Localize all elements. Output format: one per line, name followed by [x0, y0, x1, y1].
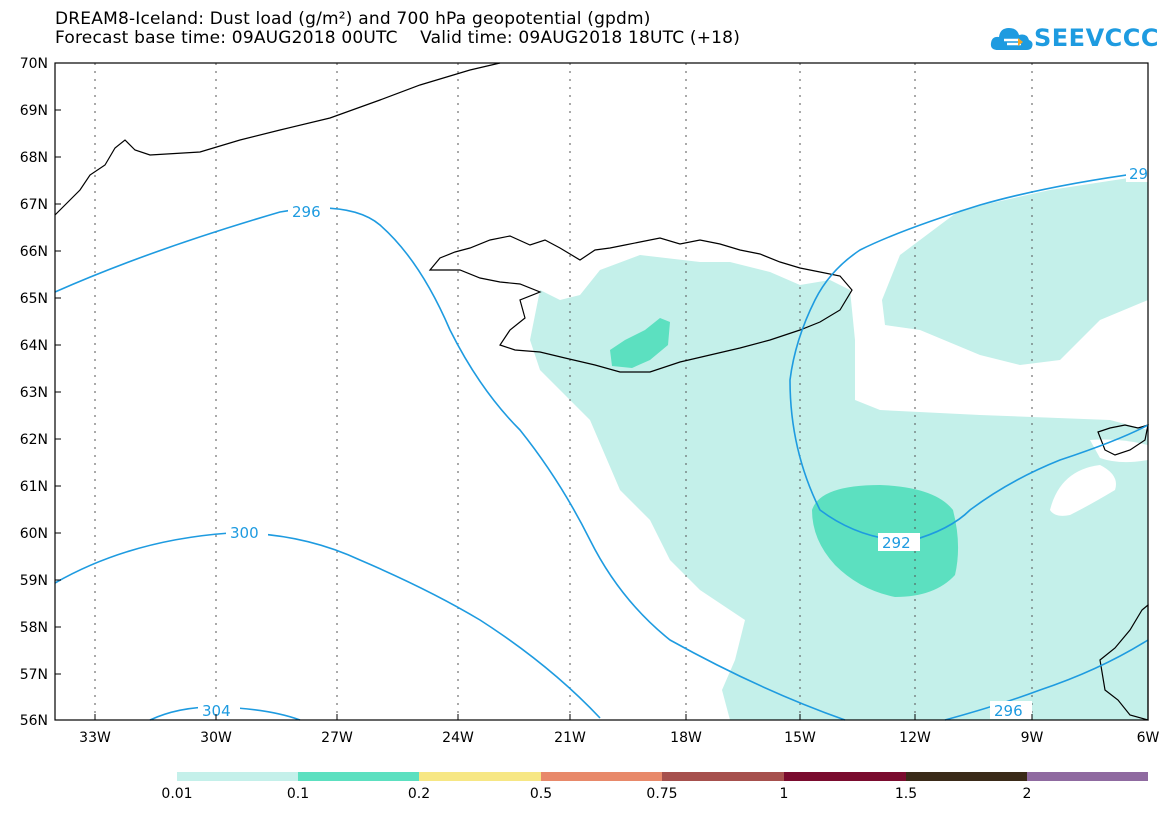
contour-label-292: 292: [882, 534, 911, 552]
lat-label: 64N: [19, 338, 48, 354]
lat-label: 62N: [19, 432, 48, 448]
colorbar-swatch-1: [298, 772, 419, 781]
colorbar-label: 2: [1022, 786, 1032, 802]
lon-label: 27W: [321, 730, 353, 746]
lon-label: 6W: [1136, 730, 1160, 746]
lon-label: 15W: [784, 730, 816, 746]
colorbar-swatch-0: [177, 772, 298, 781]
colorbar-label: 0.5: [529, 786, 553, 802]
colorbar-label: 0.1: [286, 786, 310, 802]
lat-label: 58N: [19, 620, 48, 636]
lat-label: 57N: [19, 667, 48, 683]
cloud-icon: [990, 28, 1033, 50]
contour-label-300: 300: [230, 524, 259, 542]
lon-label: 12W: [899, 730, 931, 746]
lon-label: 21W: [554, 730, 586, 746]
colorbar-label: 0.01: [161, 786, 193, 802]
contour-label-296-a: 296: [292, 203, 321, 221]
dust-shading-light: [530, 175, 1148, 720]
axis-ticks: [55, 62, 1033, 720]
lat-label: 63N: [19, 385, 48, 401]
colorbar-swatch-2: [419, 772, 541, 781]
colorbar-swatch-4: [662, 772, 784, 781]
dust-gaps: [1050, 439, 1148, 516]
logo-text: SEEVCCC: [1034, 24, 1159, 52]
lon-label: 18W: [670, 730, 702, 746]
colorbar-label: 1: [779, 786, 789, 802]
lat-label: 65N: [19, 291, 48, 307]
seevccc-logo: [990, 22, 1140, 56]
contour-labels: 296 300 304 292 296 29: [198, 164, 1148, 720]
colorbar-swatch-6: [906, 772, 1027, 781]
lat-label: 60N: [19, 526, 48, 542]
colorbar-swatch-3: [541, 772, 662, 781]
colorbar-swatch-7: [1027, 772, 1148, 781]
colorbar-label: 0.75: [646, 786, 678, 802]
colorbar: [177, 772, 1148, 781]
colorbar-label: 0.2: [407, 786, 431, 802]
map-title: DREAM8-Iceland: Dust load (g/m²) and 700…: [55, 9, 651, 29]
lat-label: 59N: [19, 573, 48, 589]
lat-label: 70N: [19, 56, 48, 72]
contour-label-304: 304: [202, 702, 231, 720]
lat-label: 68N: [19, 150, 48, 166]
contour-label-296-b: 296: [994, 702, 1023, 720]
lon-label: 24W: [442, 730, 474, 746]
lat-label: 61N: [19, 479, 48, 495]
lat-label: 56N: [19, 713, 48, 729]
geopotential-contours: [54, 171, 1149, 721]
forecast-times: Forecast base time: 09AUG2018 00UTC Vali…: [55, 28, 741, 48]
colorbar-label: 1.5: [894, 786, 918, 802]
lat-label: 67N: [19, 197, 48, 213]
lon-label: 9W: [1020, 730, 1044, 746]
lat-label: 66N: [19, 244, 48, 260]
colorbar-swatch-5: [784, 772, 906, 781]
lon-label: 33W: [79, 730, 111, 746]
graticule: [94, 63, 1033, 720]
lat-label: 69N: [19, 103, 48, 119]
lon-label: 30W: [200, 730, 232, 746]
contour-label-29: 29: [1129, 165, 1148, 183]
